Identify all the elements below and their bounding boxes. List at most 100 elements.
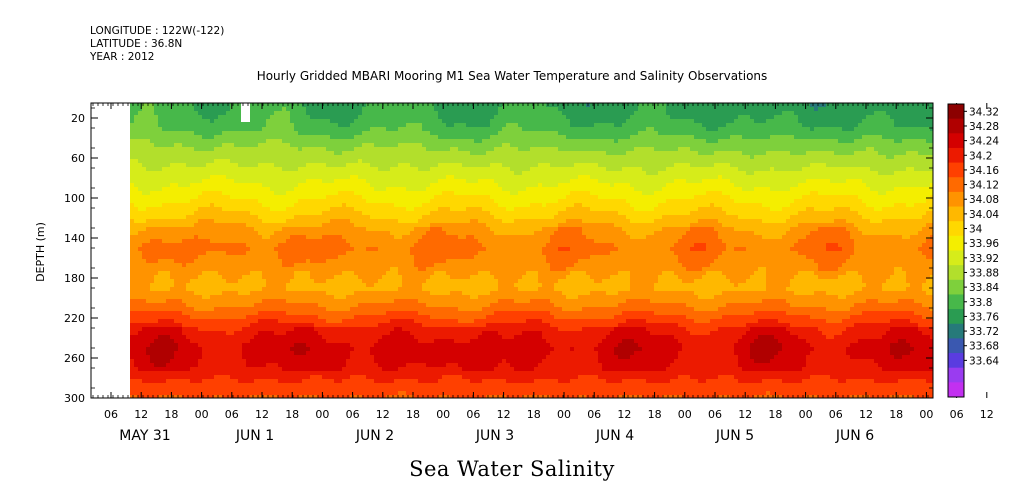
heatmap-cell <box>134 327 139 332</box>
heatmap-cell <box>262 183 267 188</box>
heatmap-cell <box>358 371 363 376</box>
heatmap-cell <box>170 291 175 296</box>
heatmap-cell <box>206 119 211 124</box>
heatmap-cell <box>222 279 227 284</box>
heatmap-cell <box>394 359 399 364</box>
heatmap-cell <box>370 351 375 356</box>
heatmap-cell <box>150 227 155 232</box>
heatmap-cell <box>214 159 219 164</box>
heatmap-cell <box>270 323 275 328</box>
heatmap-cell <box>306 183 311 188</box>
heatmap-cell <box>302 387 307 392</box>
heatmap-cell <box>202 219 207 224</box>
heatmap-cell <box>266 175 271 180</box>
heatmap-cell <box>346 323 351 328</box>
heatmap-cell <box>130 291 135 296</box>
heatmap-cell <box>254 115 259 120</box>
heatmap-cell <box>230 199 235 204</box>
heatmap-cell <box>330 267 335 272</box>
heatmap-cell <box>218 323 223 328</box>
heatmap-cell <box>318 339 323 344</box>
heatmap-cell <box>286 175 291 180</box>
heatmap-cell <box>394 299 399 304</box>
heatmap-cell <box>326 175 331 180</box>
heatmap-cell <box>222 247 227 252</box>
heatmap-cell <box>390 167 395 172</box>
heatmap-cell <box>182 307 187 312</box>
heatmap-cell <box>258 323 263 328</box>
heatmap-cell <box>142 359 147 364</box>
heatmap-cell <box>230 315 235 320</box>
heatmap-cell <box>174 327 179 332</box>
heatmap-cell <box>350 163 355 168</box>
heatmap-cell <box>154 347 159 352</box>
heatmap-cell <box>270 375 275 380</box>
heatmap-cell <box>218 283 223 288</box>
heatmap-cell <box>298 347 303 352</box>
heatmap-cell <box>298 375 303 380</box>
heatmap-cell <box>142 135 147 140</box>
heatmap-cell <box>242 223 247 228</box>
heatmap-cell <box>214 175 219 180</box>
heatmap-cell <box>194 115 199 120</box>
heatmap-cell <box>378 275 383 280</box>
heatmap-cell <box>330 299 335 304</box>
heatmap-cell <box>346 111 351 116</box>
heatmap-cell <box>226 151 231 156</box>
heatmap-cell <box>154 139 159 144</box>
heatmap-cell <box>150 223 155 228</box>
heatmap-cell <box>170 111 175 116</box>
heatmap-cell <box>170 179 175 184</box>
heatmap-cell <box>302 303 307 308</box>
heatmap-cell <box>286 243 291 248</box>
heatmap-cell <box>354 159 359 164</box>
heatmap-cell <box>178 391 183 396</box>
heatmap-cell <box>138 311 143 316</box>
heatmap-cell <box>346 187 351 192</box>
heatmap-cell <box>306 283 311 288</box>
heatmap-cell <box>286 203 291 208</box>
heatmap-cell <box>182 155 187 160</box>
heatmap-cell <box>338 319 343 324</box>
heatmap-cell <box>210 127 215 132</box>
heatmap-cell <box>298 191 303 196</box>
heatmap-cell <box>358 215 363 220</box>
heatmap-cell <box>386 391 391 396</box>
heatmap-cell <box>298 167 303 172</box>
heatmap-cell <box>198 319 203 324</box>
heatmap-cell <box>398 151 403 156</box>
heatmap-cell <box>222 191 227 196</box>
heatmap-cell <box>382 379 387 384</box>
heatmap-cell <box>286 323 291 328</box>
heatmap-cell <box>162 291 167 296</box>
heatmap-cell <box>270 391 275 396</box>
heatmap-cell <box>322 163 327 168</box>
heatmap-cell <box>254 331 259 336</box>
heatmap-cell <box>370 359 375 364</box>
heatmap-cell <box>158 247 163 252</box>
heatmap-cell <box>270 123 275 128</box>
heatmap-cell <box>170 123 175 128</box>
heatmap-cell <box>298 339 303 344</box>
heatmap-cell <box>338 275 343 280</box>
heatmap-cell <box>278 231 283 236</box>
heatmap-cell <box>374 371 379 376</box>
heatmap-cell <box>398 207 403 212</box>
heatmap-cell <box>258 223 263 228</box>
heatmap-cell <box>242 123 247 128</box>
heatmap-cell <box>386 339 391 344</box>
heatmap-cell <box>298 279 303 284</box>
heatmap-cell <box>346 211 351 216</box>
heatmap-cell <box>338 303 343 308</box>
heatmap-cell <box>222 359 227 364</box>
heatmap-cell <box>314 263 319 268</box>
heatmap-cell <box>182 395 187 398</box>
heatmap-cell <box>214 367 219 372</box>
heatmap-cell <box>318 367 323 372</box>
heatmap-cell <box>218 395 223 398</box>
heatmap-cell <box>286 155 291 160</box>
heatmap-cell <box>238 331 243 336</box>
heatmap-cell <box>266 211 271 216</box>
heatmap-cell <box>238 191 243 196</box>
heatmap-cell <box>218 307 223 312</box>
